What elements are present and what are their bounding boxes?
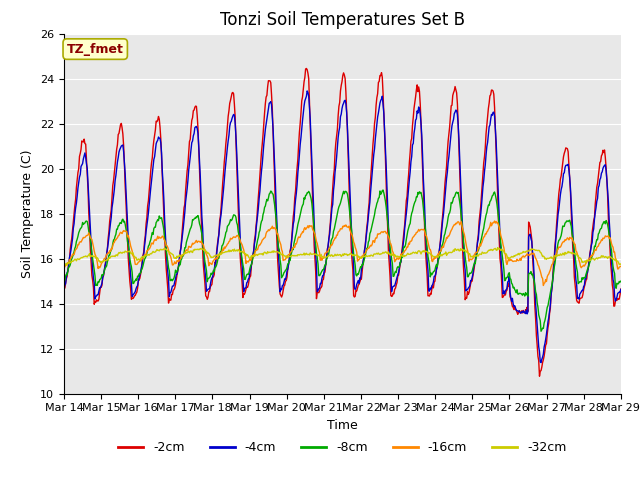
-2cm [214, 242, 221, 248]
Line: -4cm: -4cm [64, 91, 621, 362]
-2cm [184, 162, 192, 168]
-4cm [60, 287, 68, 293]
-8cm [617, 278, 625, 284]
-16cm [60, 264, 68, 269]
-32cm [71, 256, 79, 262]
-16cm [214, 256, 221, 262]
-8cm [70, 249, 78, 255]
-4cm [428, 286, 435, 292]
Line: -8cm: -8cm [64, 190, 621, 331]
Text: TZ_fmet: TZ_fmet [67, 43, 124, 56]
-8cm [60, 280, 68, 286]
-4cm [70, 221, 78, 227]
Line: -2cm: -2cm [64, 69, 621, 376]
Line: -16cm: -16cm [64, 221, 621, 286]
-32cm [617, 261, 625, 267]
-16cm [410, 233, 418, 239]
-16cm [127, 245, 135, 251]
-4cm [537, 360, 545, 365]
-2cm [70, 211, 78, 217]
-2cm [60, 285, 68, 290]
-4cm [303, 88, 311, 94]
-16cm [70, 252, 78, 257]
-32cm [63, 263, 71, 268]
-32cm [128, 250, 136, 256]
Y-axis label: Soil Temperature (C): Soil Temperature (C) [22, 149, 35, 278]
-2cm [411, 100, 419, 106]
-2cm [536, 373, 543, 379]
-32cm [411, 250, 419, 256]
-16cm [617, 264, 625, 269]
Legend: -2cm, -4cm, -8cm, -16cm, -32cm: -2cm, -4cm, -8cm, -16cm, -32cm [113, 436, 572, 459]
-4cm [127, 280, 135, 286]
-8cm [214, 259, 221, 265]
X-axis label: Time: Time [327, 419, 358, 432]
-2cm [617, 286, 625, 292]
-32cm [214, 252, 222, 258]
-4cm [411, 125, 419, 131]
Title: Tonzi Soil Temperatures Set B: Tonzi Soil Temperatures Set B [220, 11, 465, 29]
-2cm [303, 66, 310, 72]
-8cm [428, 270, 435, 276]
-32cm [494, 245, 502, 251]
-4cm [184, 178, 192, 183]
-8cm [127, 264, 135, 270]
-8cm [411, 199, 419, 205]
-32cm [60, 260, 68, 266]
-16cm [426, 247, 434, 252]
-4cm [617, 287, 625, 292]
-8cm [537, 328, 545, 334]
-16cm [491, 218, 499, 224]
Line: -32cm: -32cm [64, 248, 621, 265]
-16cm [540, 283, 547, 288]
-2cm [127, 296, 135, 302]
-2cm [428, 291, 435, 297]
-8cm [380, 187, 387, 193]
-8cm [184, 234, 192, 240]
-32cm [185, 248, 193, 254]
-16cm [184, 247, 192, 252]
-32cm [428, 252, 435, 258]
-4cm [214, 245, 221, 251]
